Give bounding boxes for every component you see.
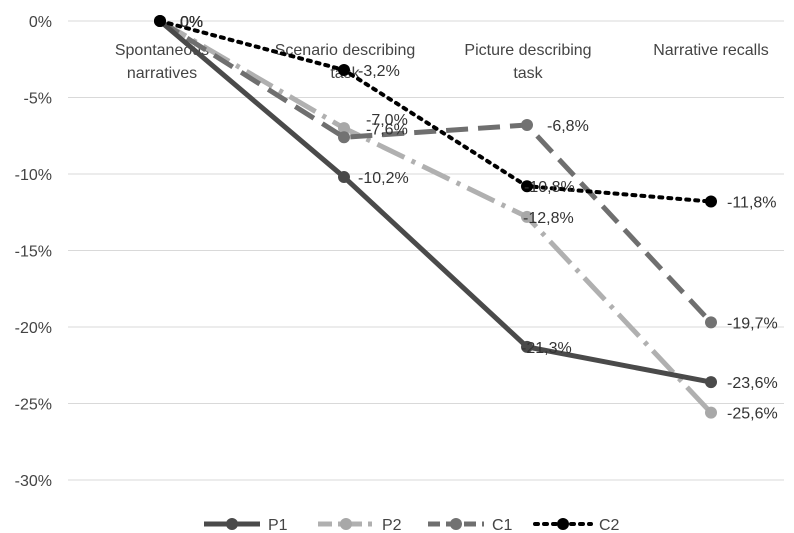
legend-marker-c2: [557, 518, 569, 530]
legend-label-p2: P2: [382, 517, 402, 533]
data-label-c2: 0%: [180, 14, 203, 31]
point-c1: [521, 119, 533, 132]
data-label-c1: -7,6%: [366, 121, 408, 138]
category-label: Picture describing: [464, 42, 591, 59]
data-label-c1: -6,8%: [547, 118, 589, 135]
legend-marker-c1: [450, 518, 462, 530]
data-label-c2: -3,2%: [358, 63, 400, 80]
point-c2: [154, 15, 166, 27]
series-line-p2: [158, 18, 713, 415]
legend-marker-p1: [226, 518, 238, 530]
point-p1: [521, 340, 533, 353]
legend: P1 P2 C1 C2: [204, 517, 620, 533]
y-tick-label: 0%: [29, 14, 52, 31]
y-tick-label: -25%: [15, 397, 52, 414]
point-c2: [521, 180, 533, 193]
data-label-p1: -23,6%: [727, 375, 778, 392]
data-label-c2: -10,8%: [524, 179, 575, 196]
category-label: task: [513, 65, 543, 82]
legend-label-c2: C2: [599, 517, 620, 533]
series-line-c2: [158, 19, 713, 204]
data-label-c2: -11,8%: [727, 195, 777, 212]
point-p2: [521, 210, 533, 223]
y-tick-label: -20%: [15, 320, 52, 337]
data-label-p1: 0%: [180, 14, 203, 31]
category-labels: Spontaneous narratives Scenario describing…: [115, 42, 769, 82]
category-label: Scenario describing: [275, 42, 416, 59]
gridlines: [68, 20, 784, 481]
legend-label-p1: P1: [268, 517, 288, 533]
point-p1: [338, 171, 350, 184]
y-tick-label: -15%: [15, 244, 52, 261]
series-line-c1: [158, 18, 713, 325]
point-c2: [705, 195, 717, 208]
data-label-p2: 0%: [180, 14, 203, 31]
series-lines: [154, 15, 717, 419]
y-tick-label: -5%: [24, 91, 52, 108]
legend-marker-p2: [340, 518, 352, 530]
data-label-p1: -10,2%: [358, 170, 409, 187]
category-label: Spontaneous: [115, 42, 209, 59]
data-label-c1: 0%: [180, 14, 203, 31]
category-label: Narrative recalls: [653, 42, 769, 59]
series-line-p1: [158, 19, 712, 385]
point-c2: [338, 63, 350, 76]
point-p1: [705, 376, 717, 389]
data-labels: 0%-10,2%-21,3%-23,6%0%-7,0%-12,8%-25,6%0…: [180, 14, 778, 423]
y-axis-tick-labels: 0% -5% -10% -15% -20% -25% -30%: [15, 14, 52, 490]
data-label-p2: -7,0%: [366, 112, 408, 129]
data-label-c1: -19,7%: [727, 315, 778, 332]
point-p2: [338, 122, 350, 135]
legend-label-c1: C1: [492, 517, 513, 533]
point-p2: [705, 406, 717, 419]
y-tick-label: -10%: [15, 167, 52, 184]
data-label-p2: -25,6%: [727, 406, 778, 423]
point-c1: [705, 316, 717, 329]
data-label-p2: -12,8%: [523, 210, 574, 227]
category-label: narratives: [127, 65, 197, 82]
y-tick-label: -30%: [15, 473, 52, 490]
data-label-p1: -21,3%: [521, 340, 572, 357]
point-c1: [338, 131, 350, 144]
